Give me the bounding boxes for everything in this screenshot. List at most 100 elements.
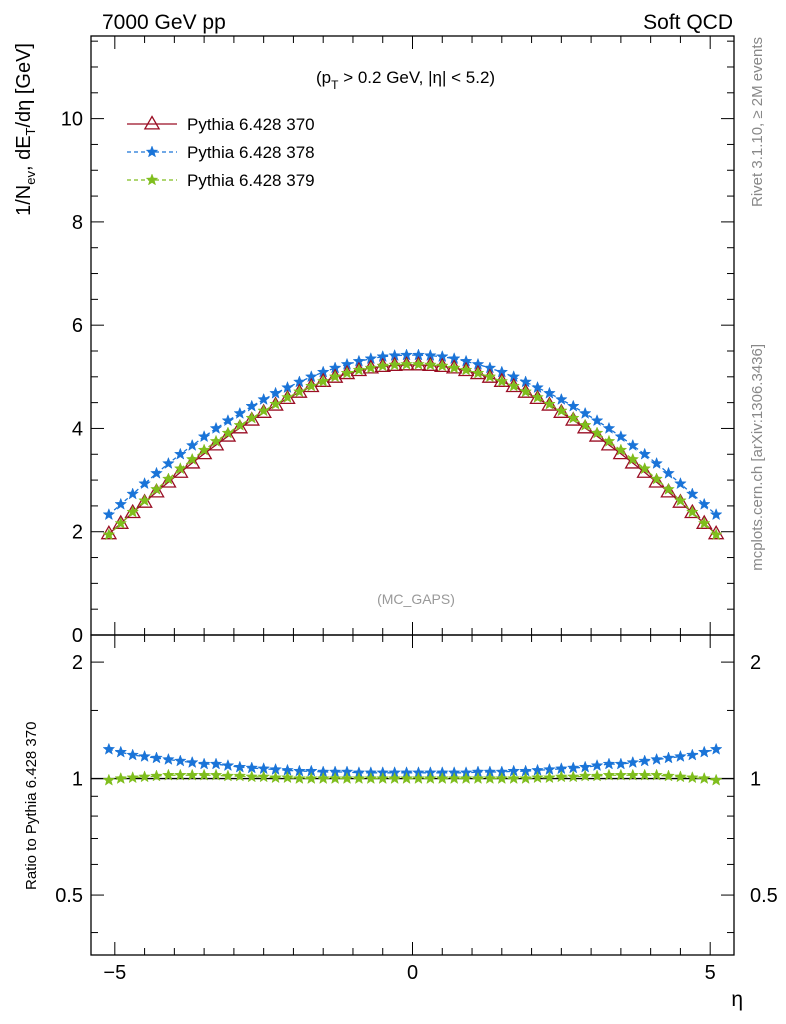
ylabel-part-2: ev: [23, 171, 38, 185]
data-point-triangle: [636, 463, 653, 478]
y-tick-label: 6: [72, 315, 83, 337]
data-point-star: [554, 770, 568, 783]
ratio-y-tick-label-right: 0.5: [750, 885, 778, 907]
data-point-star: [281, 771, 294, 784]
data-point-star: [674, 494, 687, 507]
data-point-star: [126, 487, 140, 500]
data-point-star: [709, 507, 723, 521]
data-point-star: [471, 771, 485, 785]
data-point-star: [126, 505, 140, 518]
data-point-star: [292, 385, 306, 398]
data-point-star: [685, 771, 699, 784]
data-point-star: [507, 771, 521, 785]
data-point-star: [209, 421, 223, 434]
data-point-star: [245, 411, 259, 424]
data-point-star: [650, 768, 663, 781]
ratio-y-tick-label: 2: [72, 652, 83, 674]
data-point-star: [531, 771, 544, 784]
data-point-star: [102, 507, 116, 521]
data-point-star: [173, 754, 187, 767]
data-point-star: [114, 516, 128, 529]
data-point-triangle: [672, 493, 689, 508]
data-point-star: [388, 771, 402, 785]
ratio-y-axis-label: Ratio to Pythia 6.428 370: [23, 722, 40, 890]
data-point-star: [638, 768, 652, 781]
data-point-triangle: [207, 436, 225, 451]
data-point-star: [102, 773, 116, 786]
data-point-star: [281, 390, 294, 403]
data-point-star: [459, 771, 473, 785]
data-point-star: [233, 406, 247, 419]
data-point-star: [257, 770, 271, 783]
data-point-star: [150, 769, 163, 782]
data-point-star: [245, 399, 259, 412]
x-axis-label: η: [731, 988, 743, 1011]
main-y-axis-label: 1/Nev, dET/dη [GeV]: [13, 43, 38, 216]
data-point-star: [590, 426, 604, 439]
data-point-triangle: [243, 411, 260, 426]
data-point-star: [316, 374, 330, 387]
data-point-triangle: [660, 483, 677, 498]
data-point-star: [685, 487, 699, 500]
analysis-watermark: (MC_GAPS): [377, 591, 455, 607]
data-point-star: [590, 413, 604, 427]
data-point-star: [185, 452, 199, 465]
data-point-star: [138, 494, 151, 507]
data-point-triangle: [565, 411, 582, 426]
data-point-star: [650, 472, 663, 485]
data-point-star: [626, 768, 640, 781]
data-point-star: [626, 452, 640, 465]
data-point-triangle: [255, 403, 272, 418]
series-line: [108, 363, 717, 536]
data-point-star: [328, 771, 342, 785]
data-point-star: [602, 757, 616, 770]
main-axis-ticks: 0 2 4 6 8 10: [61, 36, 734, 647]
data-point-star: [483, 771, 497, 785]
x-tick-label: 5: [705, 962, 716, 984]
data-point-star: [138, 770, 151, 783]
data-point-star: [209, 768, 223, 781]
data-point-star: [674, 749, 687, 762]
data-point-star: [471, 366, 485, 379]
data-point-star: [662, 482, 675, 495]
data-point-star: [400, 771, 413, 785]
data-point-star: [221, 426, 235, 439]
data-point-star: [150, 466, 163, 479]
ratio-y-tick-label: 1: [72, 769, 83, 791]
rivet-version-label: Rivet 3.1.10, ≥ 2M events: [749, 37, 766, 207]
data-point-star: [328, 370, 342, 383]
data-point-triangle: [100, 524, 118, 540]
mcplots-label: mcplots.cern.ch [arXiv:1306.3436]: [749, 344, 766, 571]
data-point-star: [543, 771, 556, 784]
ylabel-part-1: 1/N: [13, 185, 35, 216]
y-tick-label: 10: [61, 109, 83, 131]
y-tick-label: 0: [72, 625, 83, 647]
data-point-star: [638, 447, 652, 460]
data-point-star: [578, 406, 592, 419]
data-point-star: [662, 769, 675, 782]
data-point-star: [638, 754, 652, 767]
data-point-star: [412, 771, 425, 785]
ratio-axis-ticks: −5 0 5 0.5 0.5 1 1 2 2: [55, 635, 778, 984]
data-point-star: [543, 397, 556, 410]
series-line: [108, 774, 717, 781]
data-point-triangle: [707, 524, 725, 540]
data-point-star: [674, 476, 687, 490]
data-point-star: [435, 771, 449, 785]
data-point-star: [685, 505, 699, 518]
data-point-star: [185, 768, 199, 781]
data-point-triangle: [160, 473, 177, 488]
data-point-star: [162, 472, 175, 485]
data-point-star: [554, 392, 568, 405]
y-tick-label: 2: [72, 522, 83, 544]
data-point-star: [519, 771, 533, 785]
x-tick-label: 0: [407, 962, 418, 984]
data-point-star: [614, 768, 628, 781]
data-point-star: [566, 770, 580, 783]
legend-label: Pythia 6.428 370: [187, 115, 315, 134]
legend: Pythia 6.428 370 Pythia 6.428 378 Pythia 6…: [127, 115, 315, 190]
data-point-star: [126, 748, 140, 761]
data-point-star: [102, 742, 116, 755]
data-point-star: [602, 768, 616, 781]
data-point-star: [376, 359, 390, 372]
